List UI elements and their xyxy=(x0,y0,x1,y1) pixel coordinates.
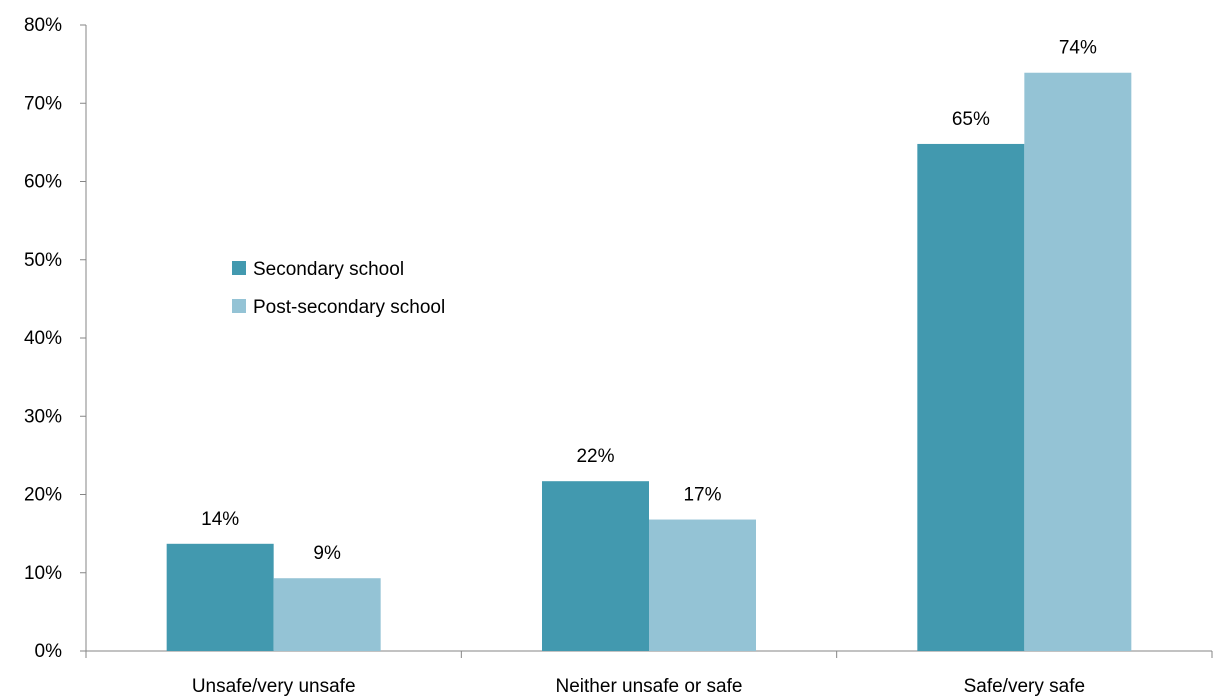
y-tick-label: 50% xyxy=(24,250,62,271)
bar xyxy=(917,143,1025,651)
y-tick-label: 0% xyxy=(35,641,63,662)
bar xyxy=(273,578,381,651)
data-label: 14% xyxy=(201,509,239,530)
y-tick-label: 20% xyxy=(24,485,62,506)
legend-swatch xyxy=(232,299,246,313)
legend-swatch xyxy=(232,261,246,275)
data-label: 74% xyxy=(1059,38,1097,59)
legend-label: Secondary school xyxy=(253,259,404,280)
legend-label: Post-secondary school xyxy=(253,297,445,318)
y-tick-label: 40% xyxy=(24,328,62,349)
y-tick-label: 70% xyxy=(24,93,62,114)
x-category-label: Neither unsafe or safe xyxy=(556,676,743,697)
x-axis: Unsafe/very unsafe Neither unsafe or safe… xyxy=(85,650,1213,697)
bar xyxy=(1024,72,1132,652)
y-axis: 0% 10% 20% 30% 40% 50% 60% 70% 80% xyxy=(24,15,87,662)
data-label: 17% xyxy=(683,485,721,506)
y-tick-label: 80% xyxy=(24,15,62,36)
y-tick-label: 10% xyxy=(24,563,62,584)
bar xyxy=(166,543,274,651)
data-label: 65% xyxy=(952,109,990,130)
legend: Secondary school Post-secondary school xyxy=(232,259,445,318)
x-category-label: Safe/very safe xyxy=(964,676,1085,697)
y-tick-label: 60% xyxy=(24,172,62,193)
y-tick-label: 30% xyxy=(24,406,62,427)
data-label: 22% xyxy=(576,446,614,467)
data-labels: 14% 22% 65% 9% 17% 74% xyxy=(201,38,1097,564)
x-category-label: Unsafe/very unsafe xyxy=(192,676,356,697)
bar xyxy=(649,519,756,651)
data-label: 9% xyxy=(313,543,341,564)
bar xyxy=(542,481,649,651)
bars xyxy=(166,72,1132,652)
